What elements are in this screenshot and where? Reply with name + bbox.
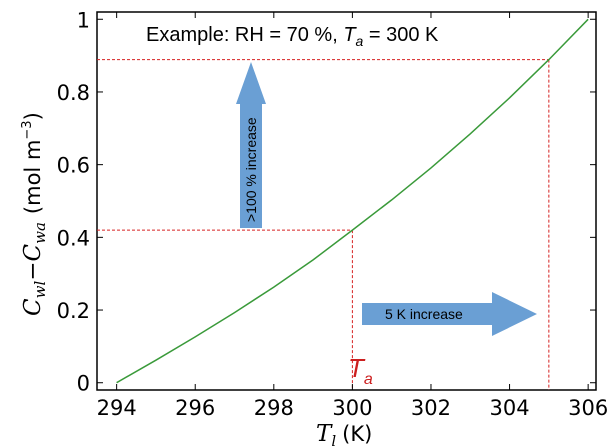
y-tick-label: 0 bbox=[77, 372, 90, 396]
x-tick-label: 298 bbox=[254, 396, 294, 420]
vertical-arrow-label: >100 % increase bbox=[243, 117, 259, 222]
x-tick-label: 294 bbox=[97, 396, 137, 420]
x-tick-label: 306 bbox=[568, 396, 608, 420]
up-arrow-icon bbox=[236, 62, 266, 228]
ta-marker-label: Ta bbox=[348, 353, 373, 388]
y-tick-label: 0.6 bbox=[57, 154, 90, 178]
y-axis-label: Cwl−Cwa(mol m−3) bbox=[20, 112, 49, 316]
y-tick-label: 0.8 bbox=[57, 81, 90, 105]
y-tick-label: 0.2 bbox=[57, 299, 90, 323]
reference-lines bbox=[97, 59, 550, 390]
x-tick-label: 302 bbox=[411, 396, 451, 420]
y-tick-label: 1 bbox=[77, 8, 90, 32]
plot-frame bbox=[96, 11, 597, 391]
horizontal-arrow-label: 5 K increase bbox=[385, 306, 463, 322]
vertical-increase-arrow: >100 % increase bbox=[236, 62, 266, 228]
x-tick-label: 304 bbox=[490, 396, 530, 420]
x-tick-label: 300 bbox=[332, 396, 372, 420]
x-tick-label: 296 bbox=[175, 396, 215, 420]
y-tick-label: 0.4 bbox=[57, 226, 90, 250]
chart-title: Example: RH = 70 %, Ta = 300 K bbox=[146, 24, 439, 49]
x-axis-label: Tl (K) bbox=[316, 421, 372, 448]
horizontal-increase-arrow: 5 K increase bbox=[362, 292, 537, 336]
right-arrow-icon bbox=[362, 292, 537, 336]
axis-ticks: 294 296 298 300 302 304 306 0 0.2 0.4 0.6 0.8 1 bbox=[57, 8, 609, 420]
series-line bbox=[116, 18, 589, 384]
